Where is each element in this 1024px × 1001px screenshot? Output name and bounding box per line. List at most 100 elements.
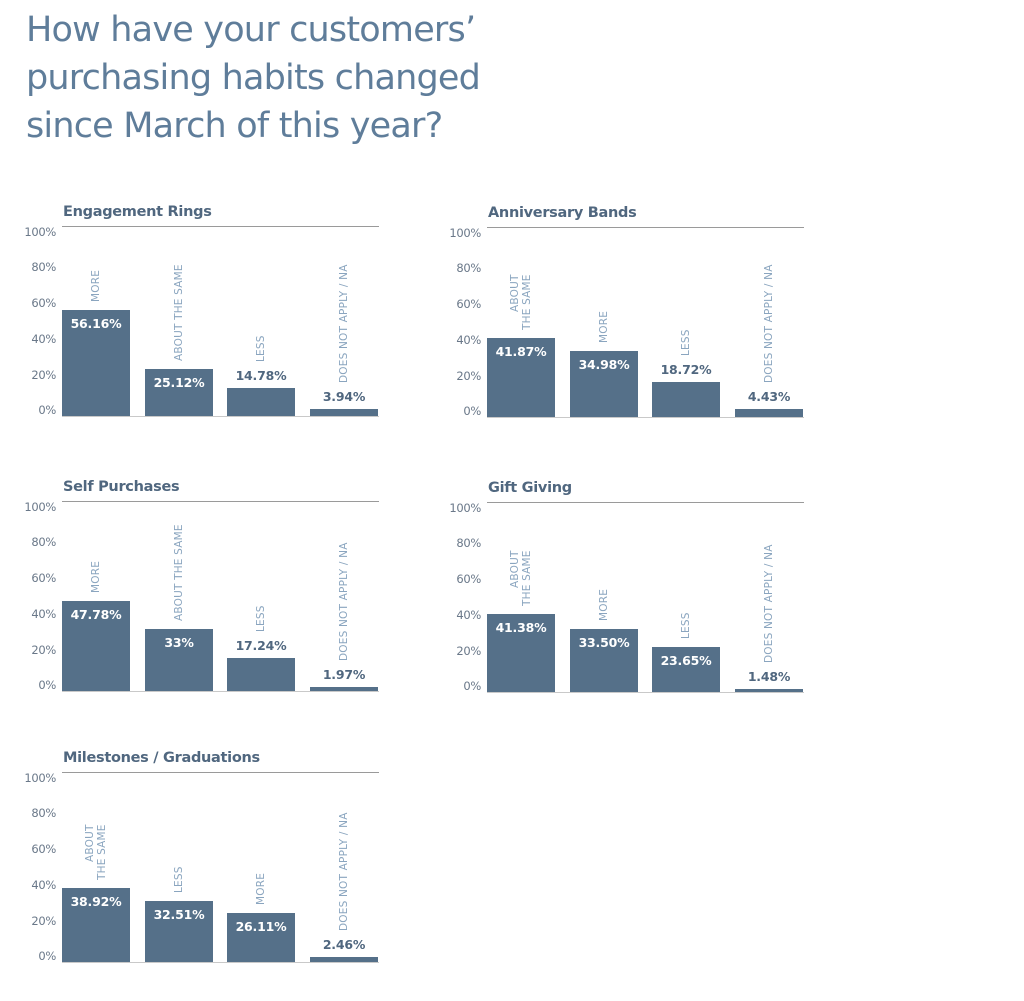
bar-value-label: 25.12% [153,375,205,390]
category-label: ABOUT THE SAME [173,264,185,361]
chart-top-rule [62,501,379,502]
bar-value-label: 26.11% [235,919,287,934]
bar-does-not-apply-na [310,957,378,962]
y-axis-tick: 0% [38,678,56,692]
category-label: MORE [598,588,610,621]
chart-top-rule [62,226,379,227]
bar-less [227,388,295,416]
bar-less [145,901,213,962]
category-label: MORE [90,560,102,593]
y-axis-tick: 0% [38,949,56,963]
bar-value-label: 23.65% [660,653,712,668]
category-label: DOES NOT APPLY / NA [338,264,350,383]
category-label: LESS [680,612,692,639]
bar-value-label: 33.50% [578,635,630,650]
category-label: MORE [255,872,267,905]
y-axis-tick: 20% [456,369,481,383]
category-label: DOES NOT APPLY / NA [763,544,775,663]
y-axis-tick: 40% [31,878,56,892]
bar-more [227,913,295,962]
y-axis-tick: 0% [463,404,481,418]
bar-value-label: 34.98% [578,357,630,372]
title-line-1: How have your customers’ [26,10,476,50]
bar-value-label: 3.94% [322,389,366,404]
bar-about-the-same [145,629,213,691]
category-label: LESS [255,605,267,632]
y-axis-tick: 100% [24,771,56,785]
category-label: LESS [255,335,267,362]
y-axis-tick: 60% [31,296,56,310]
y-axis-tick: 40% [456,333,481,347]
y-axis-tick: 100% [24,225,56,239]
bar-about-the-same [62,888,130,962]
y-axis-tick: 80% [31,806,56,820]
category-label: MORE [90,269,102,302]
y-axis-tick: 100% [449,501,481,515]
title-line-3: since March of this year? [26,106,443,146]
y-axis-tick: 40% [31,607,56,621]
chart-baseline [62,416,379,417]
chart-milestones-graduations: Milestones / Graduations 100% 80% 60% 40% 20%… [24,750,386,1000]
page-title: How have your customers’ purchasing habi… [26,6,546,150]
y-axis-tick: 80% [31,535,56,549]
bar-value-label: 41.38% [495,620,547,635]
chart-title: Engagement Rings [63,204,212,220]
category-label: ABOUT THE SAME [509,550,533,606]
title-line-2: purchasing habits changed [26,58,481,98]
bar-value-label: 56.16% [70,316,122,331]
y-axis-tick: 0% [38,403,56,417]
bar-value-label: 1.48% [747,669,791,684]
bar-less [652,647,720,692]
y-axis-tick: 40% [456,608,481,622]
bar-value-label: 4.43% [747,389,791,404]
y-axis-tick: 80% [456,261,481,275]
category-label: DOES NOT APPLY / NA [338,542,350,661]
chart-anniversary-bands: Anniversary Bands 100% 80% 60% 40% 20% 0% 41.87… [449,205,811,455]
bar-less [652,382,720,417]
bar-more [570,351,638,417]
category-label: LESS [680,329,692,356]
y-axis-tick: 60% [31,842,56,856]
chart-top-rule [62,772,379,773]
category-label: LESS [173,866,185,893]
chart-title: Milestones / Graduations [63,750,260,766]
bar-about-the-same [145,369,213,416]
bar-value-label: 38.92% [70,894,122,909]
category-label: ABOUT THE SAME [84,824,108,880]
bar-about-the-same [487,614,555,692]
bar-does-not-apply-na [310,687,378,691]
bar-value-label: 32.51% [153,907,205,922]
bar-less [227,658,295,691]
bar-value-label: 41.87% [495,344,547,359]
bar-does-not-apply-na [310,409,378,416]
category-label: DOES NOT APPLY / NA [338,812,350,931]
chart-self-purchases: Self Purchases 100% 80% 60% 40% 20% 0% 47.78% MO… [24,479,386,729]
y-axis-tick: 40% [31,332,56,346]
y-axis-tick: 100% [449,226,481,240]
category-label: MORE [598,310,610,343]
y-axis-tick: 20% [31,643,56,657]
bar-more [62,310,130,416]
y-axis-tick: 60% [456,572,481,586]
bar-value-label: 1.97% [322,667,366,682]
chart-gift-giving: Gift Giving 100% 80% 60% 40% 20% 0% 41.38% ABOUT… [449,480,811,730]
bar-does-not-apply-na [735,409,803,417]
bar-value-label: 17.24% [235,638,287,653]
y-axis-tick: 0% [463,679,481,693]
chart-title: Anniversary Bands [488,205,637,221]
bar-value-label: 18.72% [660,362,712,377]
bar-about-the-same [487,338,555,417]
bar-more [570,629,638,692]
category-label: ABOUT THE SAME [509,274,533,330]
chart-title: Gift Giving [488,480,572,496]
bar-does-not-apply-na [735,689,803,692]
y-axis-tick: 80% [456,536,481,550]
y-axis-tick: 20% [456,644,481,658]
y-axis-tick: 60% [31,571,56,585]
chart-top-rule [487,502,804,503]
y-axis-tick: 80% [31,260,56,274]
chart-engagement-rings: Engagement Rings 100% 80% 60% 40% 20% 0% 56.16%… [24,204,386,454]
bar-value-label: 2.46% [322,937,366,952]
bar-more [62,601,130,691]
chart-title: Self Purchases [63,479,180,495]
